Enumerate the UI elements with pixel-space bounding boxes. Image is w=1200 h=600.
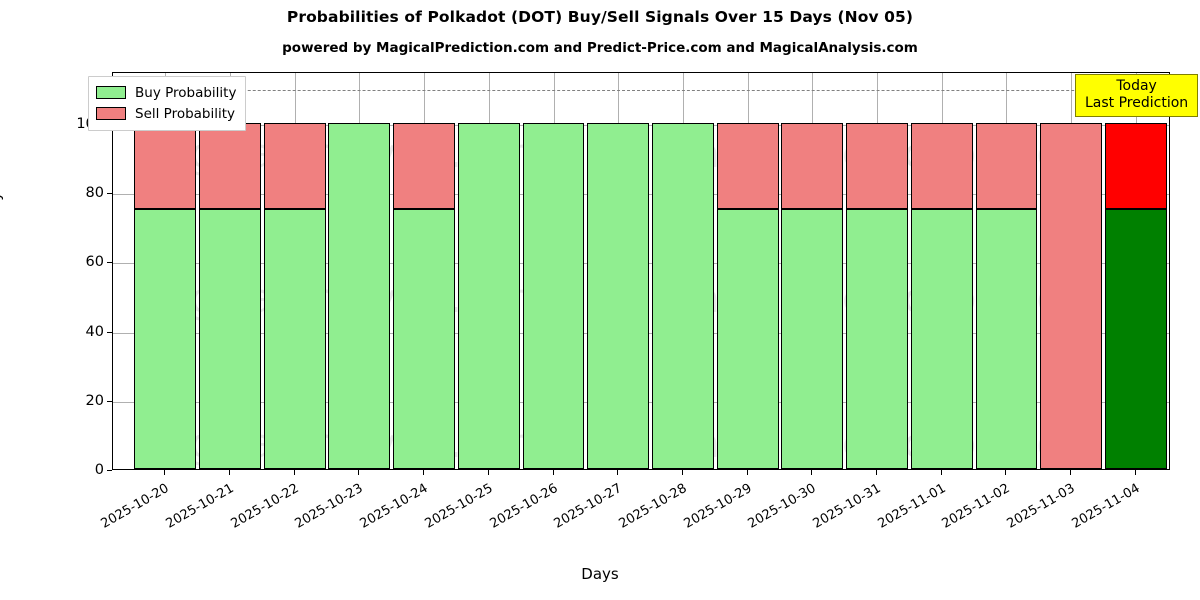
bar-segment-buy	[393, 209, 455, 469]
legend-label: Buy Probability	[135, 84, 237, 101]
legend-label: Sell Probability	[135, 105, 236, 122]
plot-area: MagicalAnalysis.comMagicaPrediction.comM…	[112, 72, 1170, 470]
bar-segment-sell	[393, 122, 455, 210]
x-tick-mark	[1134, 470, 1136, 475]
bar-2025-10-20[interactable]	[134, 73, 197, 469]
bar-segment-sell	[1104, 122, 1167, 210]
bar-segment-buy	[781, 209, 844, 469]
bar-2025-11-02[interactable]	[975, 73, 1038, 469]
bar-2025-10-24[interactable]	[393, 73, 455, 469]
x-tick-mark	[681, 470, 683, 475]
bar-2025-10-28[interactable]	[652, 73, 714, 469]
bar-2025-11-04[interactable]	[1104, 73, 1167, 469]
y-tick-mark	[107, 331, 112, 333]
bar-segment-sell	[1040, 122, 1103, 469]
y-tick-mark	[107, 262, 112, 264]
bar-segment-buy	[134, 209, 197, 469]
bar-segment-buy	[457, 122, 520, 469]
bar-segment-sell	[716, 122, 779, 210]
x-tick-mark	[1005, 470, 1007, 475]
bar-2025-10-22[interactable]	[263, 73, 326, 469]
bar-2025-10-27[interactable]	[587, 73, 650, 469]
bar-segment-buy	[910, 209, 973, 469]
bar-segment-buy	[199, 209, 261, 469]
y-tick-mark	[107, 470, 112, 471]
chart-legend[interactable]: Buy Probability Sell Probability	[88, 76, 247, 131]
bar-segment-buy	[846, 209, 908, 469]
y-tick-label: 0	[94, 462, 104, 478]
bar-segment-sell	[975, 122, 1038, 210]
bar-segment-sell	[781, 122, 844, 210]
legend-item-buy[interactable]: Buy Probability	[96, 82, 236, 103]
bar-2025-10-25[interactable]	[457, 73, 520, 469]
bar-segment-buy	[1104, 209, 1167, 469]
bar-2025-10-29[interactable]	[716, 73, 779, 469]
y-tick-label: 40	[85, 323, 104, 340]
bar-segment-sell	[910, 122, 973, 210]
x-tick-mark	[293, 470, 295, 475]
y-tick-label: 20	[85, 392, 104, 409]
bar-2025-10-23[interactable]	[328, 73, 391, 469]
x-tick-mark	[1070, 470, 1072, 475]
y-tick-label: 80	[85, 185, 104, 202]
plot-inner: MagicalAnalysis.comMagicaPrediction.comM…	[113, 73, 1169, 469]
bar-segment-sell	[134, 122, 197, 210]
bar-segment-sell	[199, 122, 261, 210]
bar-segment-buy	[716, 209, 779, 469]
chart-subtitle: powered by MagicalPrediction.com and Pre…	[282, 40, 918, 56]
y-tick-label: 60	[85, 254, 104, 271]
bar-2025-11-03[interactable]	[1040, 73, 1103, 469]
today-annotation-line2: Last Prediction	[1085, 95, 1189, 112]
x-tick-mark	[423, 470, 425, 475]
legend-item-sell[interactable]: Sell Probability	[96, 103, 236, 124]
reference-line	[113, 90, 1169, 92]
bar-segment-buy	[522, 122, 585, 469]
x-tick-mark	[487, 470, 489, 475]
bar-segment-sell	[846, 122, 908, 210]
legend-swatch-icon	[96, 86, 126, 99]
bar-segment-buy	[263, 209, 326, 469]
x-tick-mark	[358, 470, 360, 475]
x-tick-mark	[746, 470, 748, 475]
bar-segment-buy	[328, 122, 391, 469]
y-axis-title: Probability	[0, 191, 4, 271]
x-tick-mark	[617, 470, 619, 475]
legend-swatch-icon	[96, 107, 126, 120]
bar-segment-buy	[975, 209, 1038, 469]
bar-2025-10-26[interactable]	[522, 73, 585, 469]
x-tick-mark	[228, 470, 230, 475]
bar-2025-10-21[interactable]	[199, 73, 261, 469]
y-tick-mark	[107, 400, 112, 402]
today-annotation: Today Last Prediction	[1075, 74, 1199, 118]
bar-2025-10-31[interactable]	[846, 73, 908, 469]
x-tick-mark	[876, 470, 878, 475]
x-axis-title: Days	[581, 565, 619, 583]
bar-2025-11-01[interactable]	[910, 73, 973, 469]
x-tick-mark	[811, 470, 813, 475]
bar-segment-buy	[652, 122, 714, 469]
x-tick-mark	[552, 470, 554, 475]
today-annotation-line1: Today	[1116, 78, 1157, 94]
x-tick-mark	[164, 470, 166, 475]
bar-segment-buy	[587, 122, 650, 469]
y-tick-mark	[107, 193, 112, 195]
page-title: Probabilities of Polkadot (DOT) Buy/Sell…	[286, 8, 914, 26]
x-tick-mark	[940, 470, 942, 475]
bar-segment-sell	[263, 122, 326, 210]
bar-2025-10-30[interactable]	[781, 73, 844, 469]
